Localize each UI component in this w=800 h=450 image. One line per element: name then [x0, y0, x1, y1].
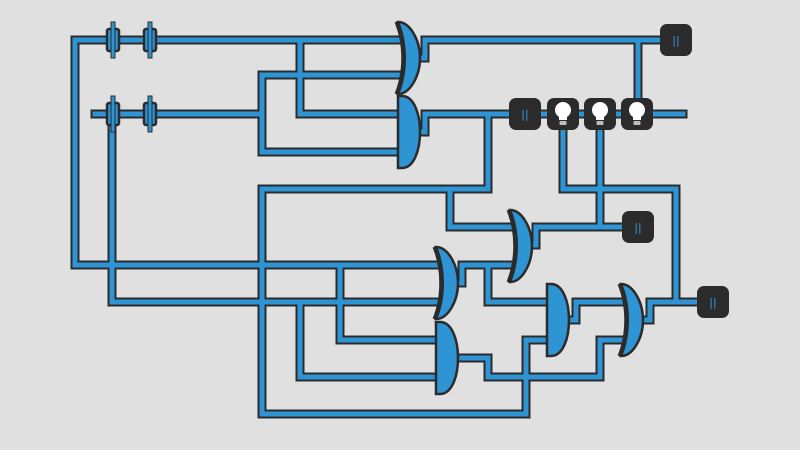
bulb-output-1[interactable] — [547, 98, 579, 130]
node-label: || — [521, 108, 528, 121]
or-gate-3[interactable] — [432, 245, 460, 321]
or-gate-4[interactable] — [617, 282, 645, 358]
input-switch-1[interactable] — [105, 21, 121, 59]
wire-network — [70, 35, 718, 419]
and-gate-3[interactable] — [545, 282, 571, 358]
output-node-mid-left[interactable]: || — [509, 98, 541, 130]
node-label: || — [634, 221, 641, 234]
output-node-right-end[interactable]: || — [697, 286, 729, 318]
or-gate-1[interactable] — [394, 20, 422, 96]
input-switch-2[interactable] — [142, 21, 158, 59]
output-node-top[interactable]: || — [660, 24, 692, 56]
lightbulb-icon — [629, 102, 645, 125]
bulb-output-3[interactable] — [621, 98, 653, 130]
and-gate-2[interactable] — [434, 320, 460, 396]
bulb-output-2[interactable] — [584, 98, 616, 130]
lightbulb-icon — [592, 102, 608, 125]
and-gate-1[interactable] — [396, 94, 422, 170]
or-gate-2[interactable] — [506, 208, 534, 284]
output-node-mid-right[interactable]: || — [622, 211, 654, 243]
input-switch-4[interactable] — [142, 95, 158, 133]
node-label: || — [672, 34, 679, 47]
input-switch-3[interactable] — [105, 95, 121, 133]
lightbulb-icon — [555, 102, 571, 125]
node-label: || — [709, 296, 716, 309]
